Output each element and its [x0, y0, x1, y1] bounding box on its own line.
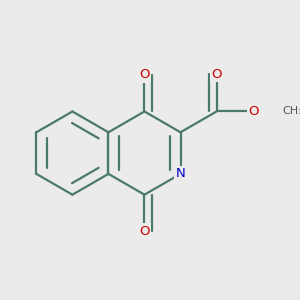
Text: O: O	[211, 68, 222, 80]
Text: O: O	[249, 105, 259, 118]
Text: N: N	[176, 167, 185, 180]
Text: CH₃: CH₃	[282, 106, 300, 116]
Text: O: O	[139, 225, 150, 238]
Text: O: O	[139, 68, 150, 81]
